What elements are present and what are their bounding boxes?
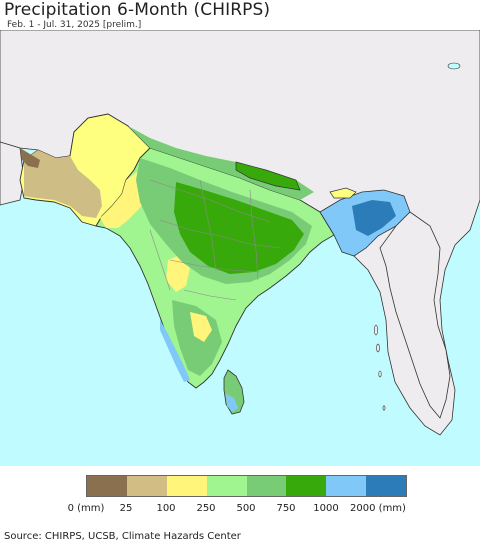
map-title: Precipitation 6-Month (CHIRPS) (4, 0, 271, 20)
precipitation-map (0, 30, 480, 466)
legend-swatch (166, 476, 207, 496)
map-svg (0, 30, 480, 466)
patch-south-green (172, 300, 222, 376)
patch-northeast-core (352, 200, 396, 236)
legend-color-bar (86, 475, 407, 497)
andaman-islands (374, 324, 386, 411)
legend-label: 2000 (mm) (350, 503, 406, 514)
source-credit: Source: CHIRPS, UCSB, Climate Hazards Ce… (4, 531, 241, 542)
iran-land (0, 141, 25, 206)
lake (447, 62, 461, 70)
patch-dry (20, 148, 40, 168)
legend-swatch (87, 476, 127, 496)
legend-swatch (206, 476, 247, 496)
patch-west-coast (160, 320, 190, 382)
legend-labels: 0 (mm) 25 100 250 500 750 1000 2000 (mm) (0, 503, 480, 517)
legend-label: 1000 (313, 503, 339, 514)
region-nepal (235, 161, 301, 191)
legend-swatch (246, 476, 287, 496)
legend-swatch (286, 476, 327, 496)
map-subtitle: Feb. 1 - Jul. 31, 2025 [prelim.] (7, 20, 142, 30)
legend-label: 100 (156, 503, 176, 514)
myanmar-land (379, 211, 451, 419)
legend-label: 0 (mm) (67, 503, 105, 514)
legend-swatch (126, 476, 167, 496)
legend-swatch (326, 476, 367, 496)
legend-label: 500 (236, 503, 256, 514)
legend-label: 750 (276, 503, 296, 514)
patch-south-yellow (190, 312, 212, 342)
patch-arid (24, 150, 102, 218)
legend-label: 250 (196, 503, 216, 514)
patch-deccan-yellow (166, 254, 190, 292)
legend-swatch (366, 476, 406, 496)
patch-central-core (174, 182, 304, 274)
patch-sri-lanka-wet (226, 394, 238, 412)
region-bhutan (329, 187, 357, 199)
state-borders (149, 179, 281, 301)
legend-label: 25 (119, 503, 133, 514)
